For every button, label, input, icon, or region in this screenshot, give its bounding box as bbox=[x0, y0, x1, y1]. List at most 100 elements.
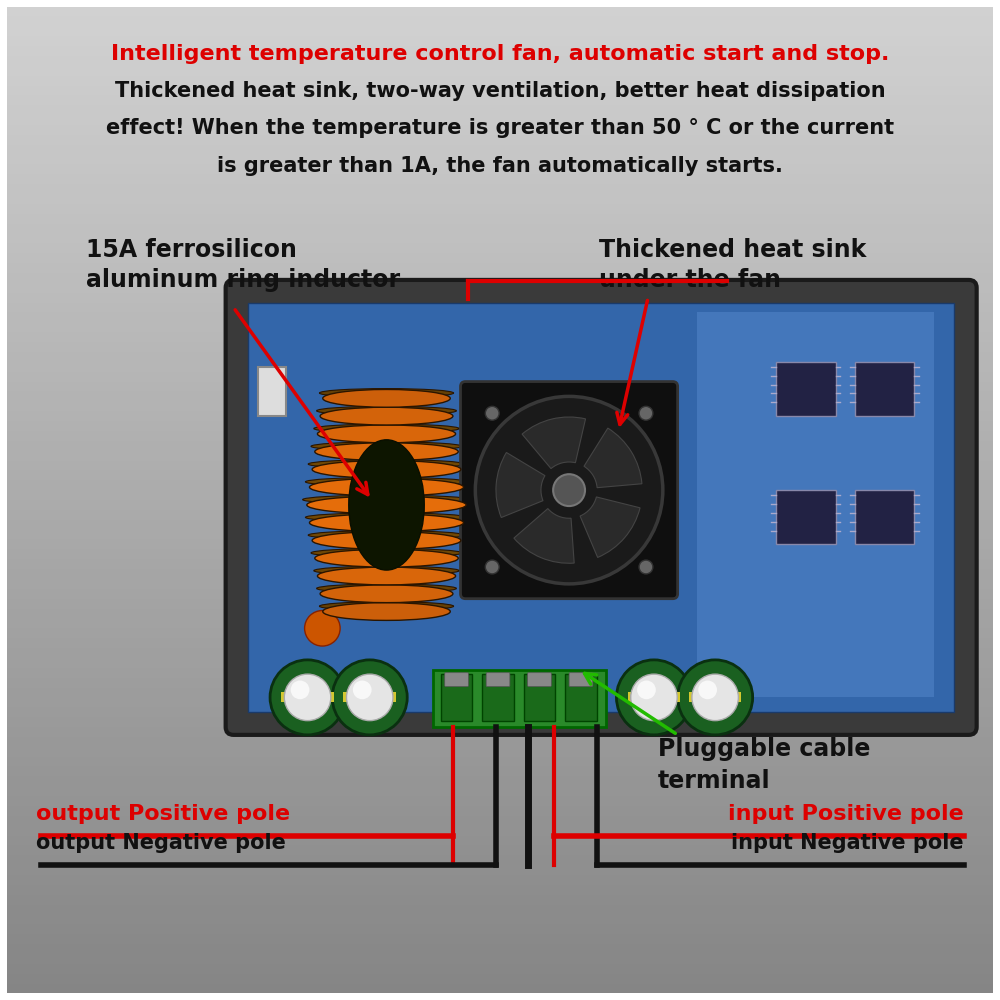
Bar bbox=[7, 806, 993, 816]
Ellipse shape bbox=[317, 584, 456, 593]
Bar bbox=[7, 500, 993, 510]
Bar bbox=[7, 599, 993, 609]
Bar bbox=[7, 737, 993, 747]
Bar bbox=[7, 312, 993, 322]
Bar bbox=[7, 697, 993, 707]
Ellipse shape bbox=[323, 389, 450, 407]
Bar bbox=[7, 717, 993, 727]
Bar bbox=[7, 648, 993, 658]
Bar bbox=[7, 796, 993, 806]
FancyBboxPatch shape bbox=[482, 674, 514, 721]
Wedge shape bbox=[580, 497, 640, 557]
Ellipse shape bbox=[309, 478, 464, 496]
Text: output Negative pole: output Negative pole bbox=[36, 833, 286, 853]
Bar bbox=[7, 421, 993, 431]
Ellipse shape bbox=[305, 513, 468, 522]
Bar bbox=[7, 885, 993, 895]
Ellipse shape bbox=[309, 514, 464, 532]
Bar bbox=[7, 609, 993, 618]
Wedge shape bbox=[584, 428, 642, 488]
Bar bbox=[7, 826, 993, 836]
Bar bbox=[7, 855, 993, 865]
FancyBboxPatch shape bbox=[697, 312, 934, 697]
Bar bbox=[7, 125, 993, 135]
Circle shape bbox=[631, 674, 677, 721]
FancyBboxPatch shape bbox=[855, 362, 914, 416]
Circle shape bbox=[639, 560, 653, 574]
Ellipse shape bbox=[349, 440, 424, 570]
Bar bbox=[7, 155, 993, 164]
Bar bbox=[7, 964, 993, 974]
Bar bbox=[7, 845, 993, 855]
Bar bbox=[7, 263, 993, 273]
Bar bbox=[7, 836, 993, 845]
Bar bbox=[7, 332, 993, 342]
Bar bbox=[7, 480, 993, 490]
Bar bbox=[7, 668, 993, 678]
Bar bbox=[7, 105, 993, 115]
Text: effect! When the temperature is greater than 50 ° C or the current: effect! When the temperature is greater … bbox=[106, 118, 894, 138]
Circle shape bbox=[305, 611, 340, 646]
Bar bbox=[7, 56, 993, 66]
Bar bbox=[7, 954, 993, 964]
Bar bbox=[7, 372, 993, 382]
Text: terminal: terminal bbox=[658, 769, 771, 793]
FancyBboxPatch shape bbox=[441, 674, 472, 721]
Bar bbox=[7, 76, 993, 86]
Bar bbox=[7, 747, 993, 757]
FancyBboxPatch shape bbox=[528, 673, 551, 687]
Ellipse shape bbox=[319, 389, 454, 397]
Text: Intelligent temperature control fan, automatic start and stop.: Intelligent temperature control fan, aut… bbox=[111, 44, 889, 64]
Bar bbox=[7, 757, 993, 766]
Ellipse shape bbox=[312, 461, 461, 478]
Bar bbox=[7, 303, 993, 312]
FancyBboxPatch shape bbox=[445, 673, 468, 687]
Bar bbox=[7, 46, 993, 56]
Wedge shape bbox=[514, 509, 574, 563]
Ellipse shape bbox=[305, 477, 468, 486]
Circle shape bbox=[291, 680, 309, 699]
FancyBboxPatch shape bbox=[855, 490, 914, 544]
Bar bbox=[7, 520, 993, 530]
FancyBboxPatch shape bbox=[689, 692, 741, 702]
Bar bbox=[7, 579, 993, 589]
Bar bbox=[7, 974, 993, 984]
FancyBboxPatch shape bbox=[524, 674, 555, 721]
Bar bbox=[7, 253, 993, 263]
FancyBboxPatch shape bbox=[776, 490, 836, 544]
Circle shape bbox=[698, 680, 717, 699]
Bar bbox=[7, 7, 993, 16]
Bar bbox=[7, 86, 993, 95]
FancyBboxPatch shape bbox=[461, 382, 678, 599]
Circle shape bbox=[639, 406, 653, 420]
Bar bbox=[7, 944, 993, 954]
Text: input Positive pole: input Positive pole bbox=[728, 804, 964, 824]
FancyBboxPatch shape bbox=[226, 280, 977, 735]
Bar bbox=[7, 66, 993, 76]
Circle shape bbox=[485, 406, 499, 420]
FancyBboxPatch shape bbox=[258, 367, 286, 416]
Wedge shape bbox=[496, 452, 545, 518]
Text: is greater than 1A, the fan automatically starts.: is greater than 1A, the fan automaticall… bbox=[217, 156, 783, 176]
Bar bbox=[7, 569, 993, 579]
Ellipse shape bbox=[317, 425, 456, 443]
Bar bbox=[7, 984, 993, 993]
Bar bbox=[7, 727, 993, 737]
Bar bbox=[7, 431, 993, 441]
FancyBboxPatch shape bbox=[433, 670, 606, 727]
Bar bbox=[7, 36, 993, 46]
Bar bbox=[7, 461, 993, 470]
Bar bbox=[7, 470, 993, 480]
Text: Thickened heat sink, two-way ventilation, better heat dissipation: Thickened heat sink, two-way ventilation… bbox=[115, 81, 885, 101]
Bar bbox=[7, 628, 993, 638]
Bar bbox=[7, 490, 993, 500]
Bar bbox=[7, 184, 993, 194]
Text: Pluggable cable: Pluggable cable bbox=[658, 737, 870, 761]
Ellipse shape bbox=[303, 495, 470, 504]
Bar bbox=[7, 589, 993, 599]
Bar bbox=[7, 174, 993, 184]
Circle shape bbox=[346, 674, 393, 721]
Ellipse shape bbox=[323, 603, 450, 620]
Bar bbox=[7, 559, 993, 569]
Bar bbox=[7, 362, 993, 372]
